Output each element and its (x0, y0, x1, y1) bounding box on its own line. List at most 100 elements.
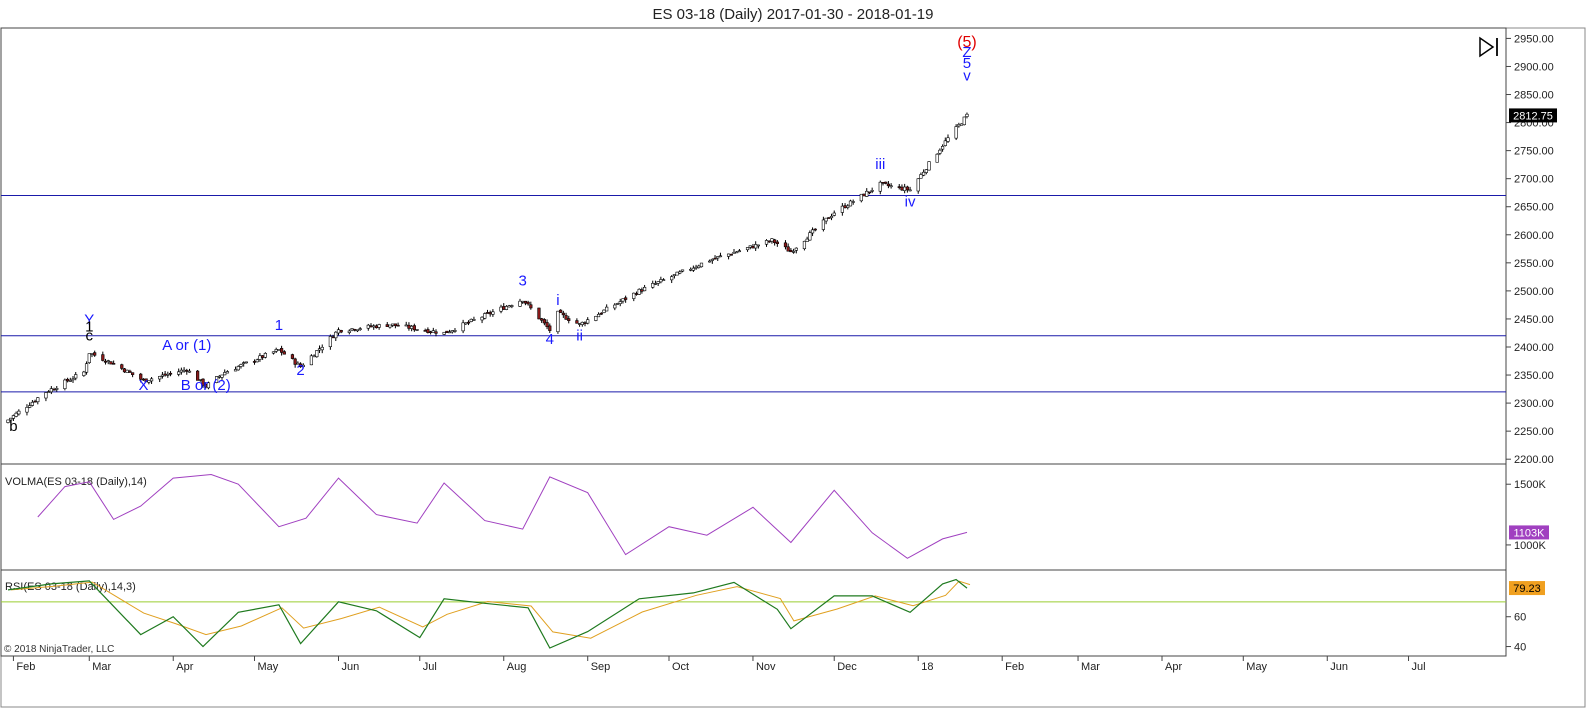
candle-body (846, 205, 850, 208)
candle-body (179, 369, 183, 373)
candle-body (843, 205, 847, 209)
candle-body (694, 266, 698, 269)
candle-body (729, 253, 733, 256)
rsi-last-value: 79.23 (1513, 583, 1541, 595)
candle-body (583, 322, 587, 324)
last-price-badge: 2812.75 (1509, 108, 1557, 123)
candle-body (783, 242, 788, 248)
candle-body (756, 244, 760, 247)
candle-body (491, 311, 495, 315)
candle-body (865, 190, 869, 197)
rsi-panel[interactable] (0, 569, 1507, 657)
candle-body (49, 388, 53, 393)
candle-body (410, 325, 414, 329)
candle-body (71, 378, 75, 381)
candle-body (225, 371, 230, 374)
volma-panel[interactable] (0, 463, 1507, 571)
candle-body (745, 247, 750, 251)
candle-body (201, 378, 205, 386)
volma-tick-label: 1500K (1514, 479, 1546, 491)
candle-body (366, 324, 370, 329)
candle-body (196, 370, 200, 381)
candle-body (90, 353, 94, 355)
candle-body (223, 372, 227, 376)
candle-body (214, 376, 219, 383)
volma-title: VOLMA(ES 03-18 (Daily),14) (5, 476, 147, 488)
x-tick-label: Mar (92, 661, 111, 673)
candle-body (621, 298, 625, 302)
candle-body (109, 361, 113, 365)
candle-body (147, 380, 151, 383)
candle-body (773, 239, 777, 243)
candle-body (244, 361, 248, 364)
x-tick-label: May (258, 661, 279, 673)
x-tick-label: May (1246, 661, 1267, 673)
candle-body (935, 153, 939, 163)
candle-body (385, 324, 389, 327)
rsi-average-line (10, 580, 971, 639)
candle-body (74, 374, 78, 379)
candle-body (943, 140, 947, 146)
candle-body (128, 370, 132, 373)
candle-body (832, 212, 836, 216)
candle-body (30, 401, 34, 406)
candle-body (540, 318, 544, 321)
candle-body (618, 301, 622, 304)
candle-body (236, 366, 240, 371)
candle-body (529, 304, 533, 309)
candle-body (599, 312, 603, 315)
candle-body (680, 269, 685, 272)
candle-body (271, 351, 276, 354)
candle-body (120, 364, 124, 369)
candle-body (735, 251, 739, 254)
horizontal-levels[interactable] (1, 195, 1506, 393)
candle-body (651, 283, 655, 288)
candle-body (101, 354, 105, 361)
candle-body (577, 323, 582, 325)
candle-body (396, 324, 400, 327)
candle-body (900, 186, 904, 191)
candle-body (274, 349, 278, 352)
candle-body (47, 391, 51, 393)
window-title: ES 03-18 (Daily) 2017-01-30 - 2018-01-19 (653, 6, 934, 23)
candle-body (242, 362, 246, 364)
candle-body (672, 274, 677, 277)
candle-body (523, 300, 528, 304)
candle-body (466, 321, 471, 324)
candle-body (106, 360, 110, 362)
rsi-y-axis: 60 40 (1506, 612, 1526, 654)
candle-body (160, 374, 165, 377)
candle-body (632, 292, 636, 299)
candle-body (239, 364, 243, 367)
price-panel[interactable] (0, 27, 1507, 465)
candle-body (848, 200, 853, 207)
skip-to-end-icon[interactable] (1479, 36, 1498, 58)
rsi-series-line (7, 578, 968, 649)
candle-body (954, 126, 958, 139)
volma-tick-label: 1000K (1514, 540, 1546, 552)
candle-body (163, 373, 167, 376)
candle-body (499, 306, 503, 312)
candle-body (393, 323, 397, 326)
candle-body (813, 228, 817, 231)
candle-body (594, 315, 598, 321)
candle-body (404, 324, 408, 327)
candle-body (293, 358, 297, 365)
candle-body (258, 355, 262, 360)
candle-body (770, 238, 774, 242)
candle-body (678, 271, 682, 274)
candle-body (65, 378, 70, 382)
candle-body (789, 249, 793, 253)
x-tick-label: Oct (672, 661, 689, 673)
candle-body (748, 245, 752, 248)
candle-body (656, 281, 660, 284)
candle-body (11, 415, 16, 419)
volma-y-axis: 1500K 1000K (1506, 479, 1546, 552)
candle-body (764, 240, 769, 245)
candle-body (708, 260, 712, 263)
candle-body (919, 174, 923, 179)
candle-body (220, 374, 224, 378)
candle-body (255, 359, 259, 363)
volma-series-line (37, 473, 968, 559)
